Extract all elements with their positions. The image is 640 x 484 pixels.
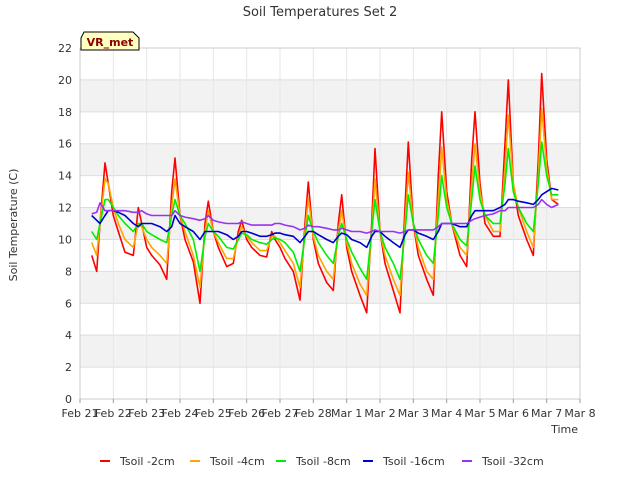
plot-bands [80,48,580,399]
legend-label: Tsoil -2cm [119,455,175,468]
y-tick-label: 0 [65,393,72,406]
y-tick-label: 2 [65,361,72,374]
x-tick-label: Feb 25 [195,407,232,420]
x-tick-label: Mar 8 [564,407,595,420]
y-tick-label: 12 [58,202,72,215]
y-tick-label: 10 [58,233,72,246]
badge-label: VR_met [87,36,134,49]
series-line-tsoil-16cm [91,187,559,249]
y-axis-ticks: 0 2 4 6 8 10 12 14 16 18 20 22 [58,42,72,406]
plot-band [80,79,580,112]
y-tick-label: 4 [65,329,72,342]
plot-band [80,143,580,176]
x-tick-label: Mar 7 [531,407,562,420]
legend-label: Tsoil -8cm [295,455,351,468]
y-tick-label: 18 [58,106,72,119]
x-tick-label: Mar 3 [398,407,429,420]
x-tick-label: Mar 5 [464,407,495,420]
station-badge: VR_met [80,31,140,51]
x-tick-label: Feb 28 [295,407,332,420]
chart-title: Soil Temperatures Set 2 [243,5,398,20]
y-tick-label: 14 [58,170,72,183]
plot-band [80,303,580,336]
legend-label: Tsoil -32cm [481,455,544,468]
legend-label: Tsoil -4cm [209,455,265,468]
series-line-tsoil-32cm [91,198,559,234]
x-tick-label: Feb 27 [262,407,299,420]
y-tick-label: 16 [58,138,72,151]
y-tick-label: 8 [65,265,72,278]
plot-band [80,367,580,399]
y-tick-label: 6 [65,297,72,310]
y-tick-label: 20 [58,74,72,87]
x-axis-label: Time [550,423,578,436]
plot-band [80,207,580,240]
y-tick-label: 22 [58,42,72,55]
series-line-tsoil-4cm [90,107,559,297]
x-tick-label: Feb 24 [162,407,199,420]
plot-series [90,72,559,314]
badge-shape [80,31,140,51]
plot-band [80,335,580,368]
plot-band [80,175,580,208]
series-line-tsoil-8cm [91,141,559,281]
x-tick-label: Mar 6 [498,407,529,420]
plot-band [80,239,580,272]
x-tick-label: Mar 2 [364,407,395,420]
plot-band [80,111,580,144]
plot-frame [79,47,581,400]
x-tick-label: Feb 21 [62,407,99,420]
plot-band [80,48,580,80]
x-tick-label: Feb 26 [228,407,265,420]
x-tick-label: Feb 22 [95,407,132,420]
x-tick-label: Mar 4 [431,407,462,420]
legend-label: Tsoil -16cm [382,455,445,468]
series-line-tsoil-2cm [90,72,559,314]
legend: Tsoil -2cm Tsoil -4cm Tsoil -8cm Tsoil -16c… [100,455,544,468]
y-axis-label: Soil Temperature (C) [7,169,20,282]
x-tick-label: Feb 23 [128,407,165,420]
x-tick-label: Mar 1 [331,407,362,420]
